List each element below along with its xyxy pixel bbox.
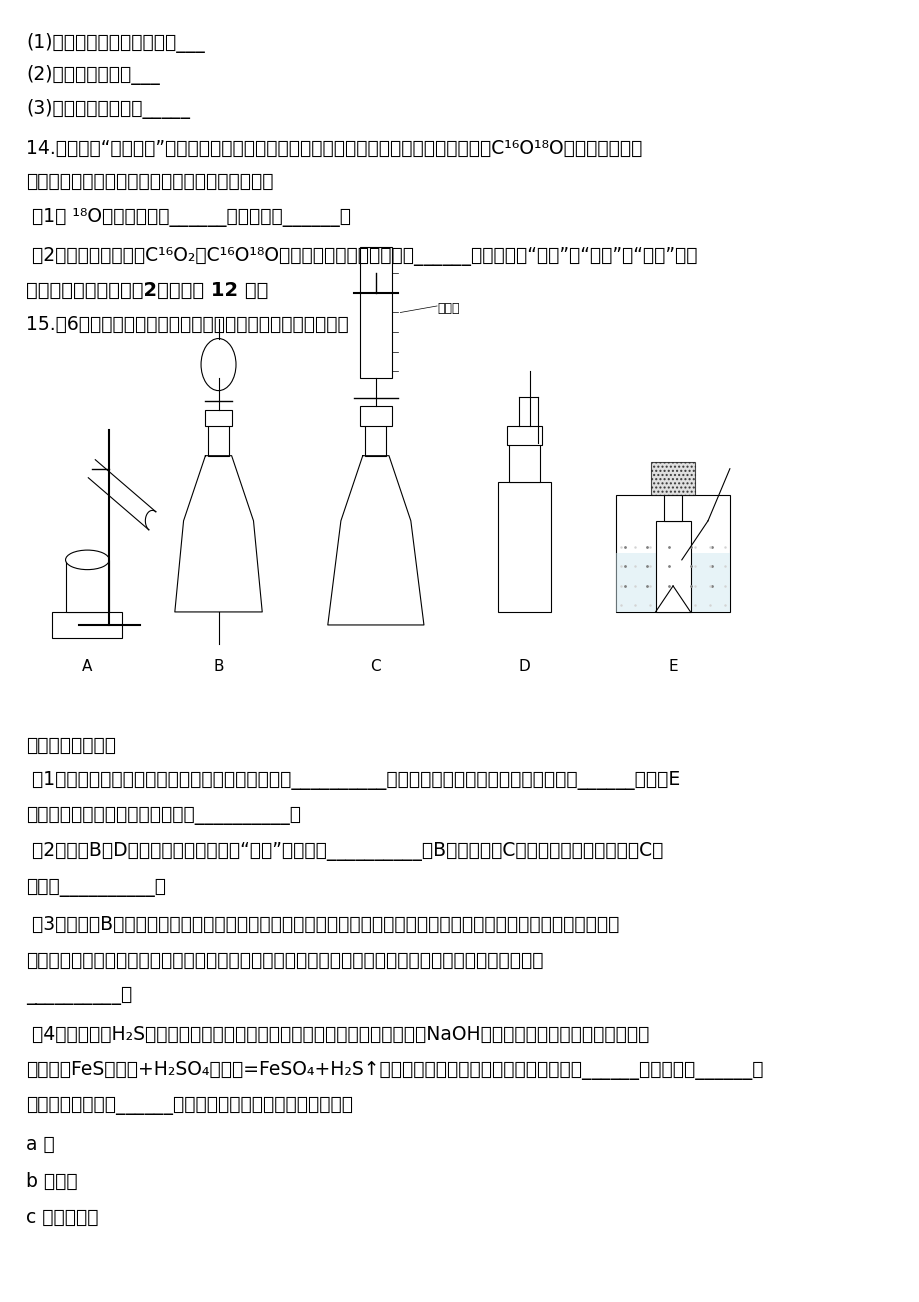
Text: (2)能用于灭火的是___: (2)能用于灭火的是___: [27, 65, 160, 85]
Text: B: B: [213, 659, 223, 673]
Text: E: E: [667, 659, 677, 673]
Text: 的原理是FeS（固）+H₂SO₄（稀）=FeSO₄+H₂S↑。要制取该气体，应选择以上的发生装置______，收集装置______。: 的原理是FeS（固）+H₂SO₄（稀）=FeSO₄+H₂S↑。要制取该气体，应选…: [27, 1061, 763, 1081]
Text: a 水: a 水: [27, 1135, 55, 1155]
Bar: [616, 553, 729, 612]
Bar: [365, 423, 386, 456]
Text: （1） ¹⁸O中的质子数是______；中子数是______；: （1） ¹⁸O中的质子数是______；中子数是______；: [27, 208, 351, 228]
Text: 请回答下列问题：: 请回答下列问题：: [27, 736, 116, 755]
Text: （2）相同分子个数的C¹⁶O₂和C¹⁶O¹⁸O，所含氧元素的质量：前者______后者（选填“大于”、“小于”或“等于”）。: （2）相同分子个数的C¹⁶O₂和C¹⁶O¹⁸O，所含氧元素的质量：前者_____…: [27, 247, 697, 267]
Text: 角的数字代表该原子中的质子数和中子数之和）。: 角的数字代表该原子中的质子数和中子数之和）。: [27, 172, 274, 191]
Text: A: A: [82, 659, 93, 673]
Text: （3）为检查B装置的气密性。小明同学设计以下方案，请补全他的操作或现象。小明同学的操作是：往漏斗中注入一: （3）为检查B装置的气密性。小明同学设计以下方案，请补全他的操作或现象。小明同学…: [27, 915, 618, 935]
Text: 三、计算题（本大题共2小题，共 12 分）: 三、计算题（本大题共2小题，共 12 分）: [27, 281, 268, 301]
Text: __________。: __________。: [27, 986, 132, 1005]
Bar: [65, 560, 109, 612]
Bar: [359, 406, 391, 426]
Ellipse shape: [65, 549, 109, 570]
Text: b 稀硫酸: b 稀硫酸: [27, 1172, 78, 1191]
Text: 优点是__________。: 优点是__________。: [27, 878, 166, 897]
Bar: [655, 521, 690, 612]
Bar: [651, 462, 694, 495]
Text: 定量的水，至浸没长颈漏攷下端，关闭弹簧夺用手捣住锥形瓶中上部，若气密性良好他能观察到的现象是: 定量的水，至浸没长颈漏攷下端，关闭弹簧夺用手捣住锥形瓶中上部，若气密性良好他能观…: [27, 950, 543, 970]
Text: (1)能使带火星的木条复燃的___: (1)能使带火星的木条复燃的___: [27, 33, 205, 52]
Text: （2）连接B、D可收集二氧化碳气体，“验满”的方法是__________。B装置若改用C作发生装置，你认为选用C的: （2）连接B、D可收集二氧化碳气体，“验满”的方法是__________。B装置…: [27, 842, 663, 862]
Text: (3)属于有毒气体的是_____: (3)属于有毒气体的是_____: [27, 99, 190, 118]
Bar: [506, 426, 541, 445]
Bar: [664, 495, 681, 521]
Text: D: D: [518, 659, 529, 673]
Bar: [508, 443, 539, 482]
Text: 14.据报道，“火星快车”号探测器在火星大气层中发现一种二氧化碳分子，它的化学式为：C¹⁶O¹⁸O（元素符号左上: 14.据报道，“火星快车”号探测器在火星大气层中发现一种二氧化碳分子，它的化学式…: [27, 139, 641, 159]
Text: c 氯化钓溶液: c 氯化钓溶液: [27, 1208, 98, 1228]
Bar: [359, 247, 391, 378]
Text: （1）实验室用高锴酸鈆制取氧气，可选用发生装置__________（填字母序号），反应的化学方程式为______，若用E: （1）实验室用高锴酸鈆制取氧气，可选用发生装置__________（填字母序号）…: [27, 771, 680, 790]
Bar: [498, 482, 550, 612]
Bar: [52, 612, 122, 638]
Text: 并最好选用以下的______处理尾气防止污染（填字母序号）。: 并最好选用以下的______处理尾气防止污染（填字母序号）。: [27, 1096, 353, 1116]
Text: 装置收集的氧气不纯，原因可能是__________。: 装置收集的氧气不纯，原因可能是__________。: [27, 806, 301, 825]
Bar: [208, 423, 229, 456]
Bar: [205, 410, 232, 426]
Text: C: C: [370, 659, 380, 673]
Text: （4）硫化氢（H₂S）气体是一种有臭鸡蛋气味的有毒气体，易溶于水且能与NaOH溶液反应。实验室制取硫化氢气体: （4）硫化氢（H₂S）气体是一种有臭鸡蛋气味的有毒气体，易溶于水且能与NaOH溶…: [27, 1025, 649, 1044]
Text: 注射器: 注射器: [437, 302, 460, 315]
Ellipse shape: [201, 339, 236, 391]
Text: 15.（6分）如图所示为实验室中常见的气体制备和收集装置。: 15.（6分）如图所示为实验室中常见的气体制备和收集装置。: [27, 315, 348, 335]
Bar: [616, 495, 729, 612]
